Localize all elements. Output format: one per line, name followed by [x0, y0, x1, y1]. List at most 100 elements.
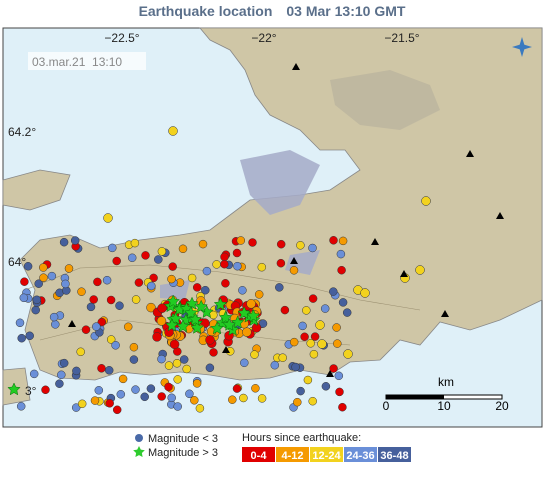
- quake: [156, 316, 167, 326]
- quake: [86, 302, 96, 312]
- quake-large: [7, 382, 21, 396]
- quake: [317, 339, 327, 349]
- legend-title: Hours since earthquake:: [242, 432, 361, 444]
- quake: [70, 236, 80, 245]
- quake: [198, 239, 208, 249]
- quake: [17, 333, 26, 343]
- quake-large: [165, 318, 179, 332]
- quake: [164, 361, 174, 370]
- quake: [246, 299, 256, 309]
- quake-large: [246, 308, 261, 322]
- quake: [315, 320, 325, 330]
- lon-label: −21.5°: [384, 31, 419, 45]
- quake: [167, 274, 176, 284]
- map-frame: −22.5° −22° −21.5° 64.2° 64° 3° 03.mar.2…: [2, 27, 543, 428]
- quake: [190, 396, 199, 405]
- quake: [308, 243, 317, 253]
- quake: [157, 247, 167, 256]
- quake: [61, 279, 70, 289]
- mountains: [330, 70, 440, 130]
- quake: [289, 266, 299, 275]
- quake: [306, 339, 315, 348]
- lat-label: 3°: [25, 384, 37, 398]
- quake: [334, 371, 344, 381]
- quake: [173, 402, 182, 411]
- quake: [257, 262, 267, 272]
- legend: Magnitude < 3 Magnitude > 3 Hours since …: [133, 432, 411, 462]
- quake: [55, 379, 64, 388]
- lon-label: −22°: [251, 31, 276, 45]
- hours-box: [310, 447, 343, 462]
- quake-large: [210, 321, 224, 335]
- quake: [275, 283, 284, 292]
- lat-label: 64°: [8, 255, 26, 269]
- quake: [302, 306, 311, 315]
- quake: [116, 390, 126, 399]
- quake: [127, 253, 137, 263]
- hours-label: 12-24: [312, 450, 341, 462]
- quake: [25, 331, 34, 341]
- quake: [291, 362, 300, 372]
- quake: [57, 370, 66, 380]
- quake-large: [222, 317, 236, 331]
- lon-label: −22.5°: [104, 31, 139, 45]
- quake: [329, 287, 338, 296]
- hours-box: [276, 447, 309, 462]
- quake: [192, 379, 202, 388]
- quake: [332, 323, 341, 332]
- quake-large: [166, 294, 180, 308]
- quake: [97, 364, 106, 373]
- quake: [92, 322, 101, 331]
- scale-tick: 10: [437, 399, 451, 413]
- hours-label: 36-48: [380, 450, 408, 462]
- quake: [104, 366, 114, 375]
- quake: [97, 317, 107, 327]
- quake: [172, 359, 182, 368]
- quake: [77, 399, 87, 409]
- quake: [167, 393, 176, 403]
- quake: [320, 304, 330, 313]
- quake: [16, 402, 26, 411]
- quake: [134, 278, 144, 287]
- legend-label: Magnitude > 3: [148, 447, 218, 459]
- quake: [308, 396, 317, 406]
- quake: [115, 301, 124, 310]
- quake: [276, 258, 286, 268]
- quake: [59, 237, 69, 247]
- quake: [157, 303, 167, 313]
- quake: [337, 265, 346, 275]
- quake: [152, 332, 162, 342]
- quake: [242, 327, 252, 337]
- quake: [187, 273, 197, 283]
- graticule-labels: −22.5° −22° −21.5° 64.2° 64° 3°: [8, 31, 420, 398]
- quake: [129, 355, 139, 364]
- quake: [71, 403, 81, 412]
- hours-label: 4-12: [281, 450, 303, 462]
- quake: [149, 273, 158, 283]
- quake: [220, 259, 229, 269]
- hours-label: 0-4: [251, 450, 268, 462]
- quake: [131, 385, 140, 394]
- quake: [232, 384, 242, 393]
- quake: [212, 260, 221, 269]
- quake: [329, 364, 338, 373]
- quake: [308, 294, 318, 303]
- quake: [270, 360, 280, 370]
- quake: [129, 342, 139, 352]
- legend-dot: [135, 434, 143, 442]
- quake: [238, 286, 247, 295]
- quake: [338, 298, 348, 307]
- quake: [185, 389, 194, 399]
- title: Earthquake location 03 Mar 13:10 GMT: [139, 3, 406, 19]
- land: [2, 169, 71, 211]
- quake: [31, 305, 40, 315]
- legend-label: Magnitude < 3: [148, 433, 218, 445]
- quake: [280, 305, 290, 315]
- quake: [202, 266, 212, 276]
- quake: [77, 287, 86, 296]
- compass: [512, 37, 532, 57]
- quake: [233, 261, 242, 271]
- quake: [182, 364, 191, 374]
- hours-box: [344, 447, 377, 462]
